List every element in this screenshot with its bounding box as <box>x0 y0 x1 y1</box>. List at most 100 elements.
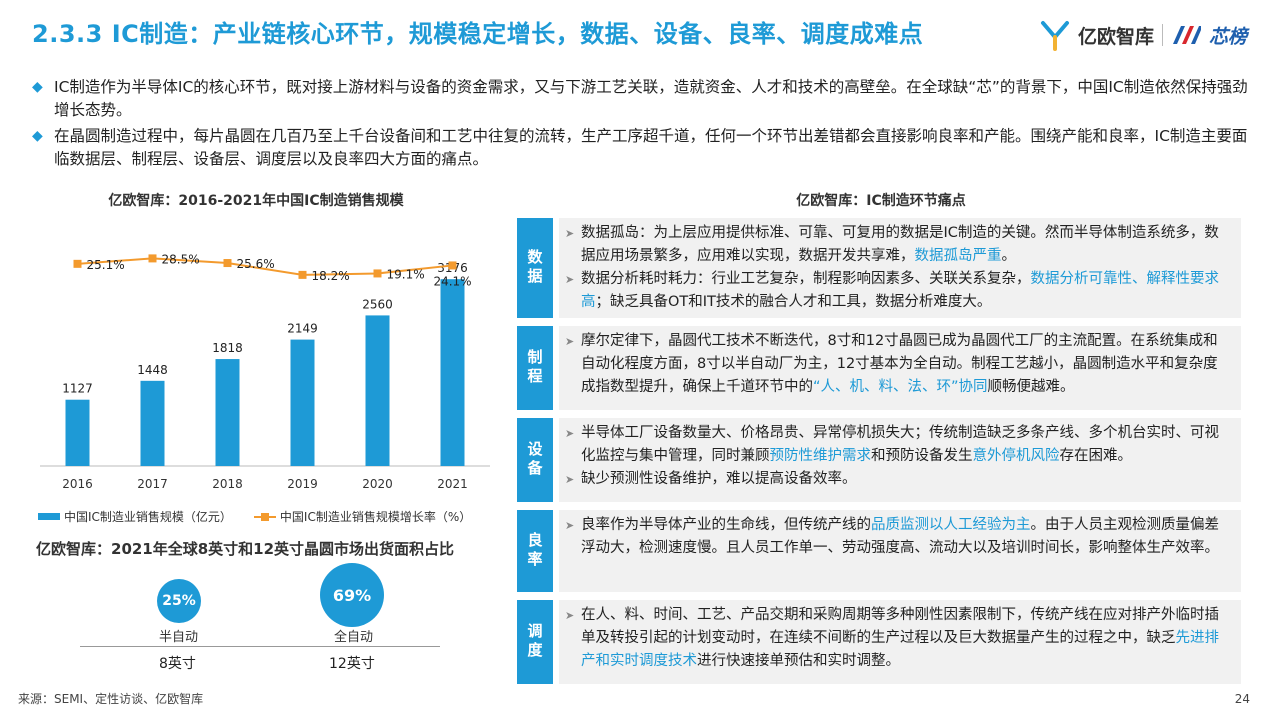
painpoint-body: ➤ 在人、料、时间、工艺、产品交期和采购周期等多种刚性因素限制下，传统产线在应对排… <box>559 600 1241 684</box>
highlight-text: 预防性维护需求 <box>769 448 872 464</box>
painpoint-row: 设备 ➤ 半导体工厂设备数量大、价格昂贵、异常停机损失大；传统制造缺乏多条产线、多个… <box>517 418 1241 502</box>
arrow-bullet-icon: ➤ <box>565 473 575 486</box>
bubble-sublabel: 全自动 <box>334 630 374 645</box>
painpoint-item: ➤ 数据分析耗时耗力：行业工艺复杂，制程影响因素多、关联关系复杂，数据分析可靠性、… <box>565 268 1231 314</box>
category-label: 2019 <box>287 477 318 491</box>
intro-bullets: ◆ IC制造作为半导体IC的核心环节，既对接上游材料与设备的资金需求，又与下游工… <box>32 76 1252 174</box>
highlight-text: 数据分析可靠性、解释性要求高 <box>581 271 1219 310</box>
bullet-text: 在晶圆制造过程中，每片晶圆在几百乃至上千台设备间和工艺中往复的流转，生产工序超千… <box>54 127 1248 168</box>
bar-2018 <box>215 359 240 466</box>
painpoint-text: 半导体工厂设备数量大、价格昂贵、异常停机损失大；传统制造缺乏多条产线、多个机台实… <box>581 422 1231 468</box>
plain-text: 进行快速接单预估和实时调整。 <box>697 653 900 669</box>
plain-text: ；缺乏具备OT和IT技术的融合人才和工具，数据分析难度大。 <box>595 294 992 310</box>
painpoint-item: ➤ 良率作为半导体产业的生命线，但传统产线的品质监测以人工经验为主。由于人员主观检… <box>565 514 1231 560</box>
category-label: 2021 <box>437 477 468 491</box>
painpoint-category-tag: 良率 <box>517 510 553 592</box>
chart2-title: 亿欧智库：2021年全球8英寸和12英寸晶圆市场出货面积占比 <box>36 540 455 558</box>
plain-text: 在人、料、时间、工艺、产品交期和采购周期等多种刚性因素限制下，传统产线在应对排产… <box>581 607 1219 646</box>
logo-text-xinbang: 芯榜 <box>1209 25 1248 48</box>
painpoint-item: ➤ 在人、料、时间、工艺、产品交期和采购周期等多种刚性因素限制下，传统产线在应对排… <box>565 604 1231 673</box>
plain-text: 存在困难。 <box>1059 448 1133 464</box>
growth-rate-label: 19.1% <box>387 267 425 281</box>
plain-text: 摩尔定律下，晶圆代工技术不断迭代，8寸和12寸晶圆已成为晶圆代工厂的主流配置。在… <box>581 333 1218 395</box>
legend-line-swatch <box>253 512 276 521</box>
highlight-text: 数据孤岛严重 <box>914 248 1002 264</box>
painpoint-item: ➤ 摩尔定律下，晶圆代工技术不断迭代，8寸和12寸晶圆已成为晶圆代工厂的主流配置。… <box>565 330 1231 399</box>
bubble-8inch: 25% <box>157 579 201 623</box>
arrow-bullet-icon: ➤ <box>565 519 575 532</box>
plain-text: 半导体工厂设备数量大、价格昂贵、异常停机损失大；传统制造缺乏多条产线、多个机台实… <box>581 425 1219 464</box>
yiou-logo-icon <box>1041 21 1069 51</box>
xinbang-logo-icon <box>1173 26 1202 44</box>
arrow-bullet-icon: ➤ <box>565 273 575 286</box>
plain-text: 缺少预测性设备维护，难以提高设备效率。 <box>581 471 857 487</box>
plain-text: 数据分析耗时耗力：行业工艺复杂，制程影响因素多、关联关系复杂， <box>581 271 1031 287</box>
plain-text: 良率作为半导体产业的生命线，但传统产线的 <box>581 517 871 533</box>
painpoint-row: 制程 ➤ 摩尔定律下，晶圆代工技术不断迭代，8寸和12寸晶圆已成为晶圆代工厂的主流配… <box>517 326 1241 410</box>
legend-label: 中国IC制造业销售规模增长率（%） <box>279 510 472 524</box>
growth-marker <box>73 259 82 268</box>
painpoint-category-tag: 数据 <box>517 218 553 318</box>
bullet-item: ◆ IC制造作为半导体IC的核心环节，既对接上游材料与设备的资金需求，又与下游工… <box>32 76 1252 122</box>
chart2-axis <box>80 646 440 647</box>
growth-rate-label: 25.6% <box>237 257 275 271</box>
legend-bar-swatch <box>38 513 60 520</box>
bubble-sublabel: 半自动 <box>159 630 199 645</box>
logo-text-yiou: 亿欧智库 <box>1078 25 1155 48</box>
chart1-legend: 中国IC制造业销售规模（亿元） 中国IC制造业销售规模增长率（%） <box>38 508 471 525</box>
plain-text: 和预防设备发生 <box>871 448 973 464</box>
painpoint-row: 数据 ➤ 数据孤岛：为上层应用提供标准、可靠、可复用的数据是IC制造的关键。然而半导… <box>517 218 1241 318</box>
bar-value-label: 2149 <box>287 322 318 336</box>
bubble-12inch: 69% <box>320 563 384 627</box>
painpoint-body: ➤ 半导体工厂设备数量大、价格昂贵、异常停机损失大；传统制造缺乏多条产线、多个机台… <box>559 418 1241 502</box>
arrow-bullet-icon: ➤ <box>565 227 575 240</box>
painpoint-item: ➤ 缺少预测性设备维护，难以提高设备效率。 <box>565 468 1231 491</box>
painpoint-row: 调度 ➤ 在人、料、时间、工艺、产品交期和采购周期等多种刚性因素限制下，传统产线在应… <box>517 600 1241 684</box>
painpoint-body: ➤ 摩尔定律下，晶圆代工技术不断迭代，8寸和12寸晶圆已成为晶圆代工厂的主流配置。… <box>559 326 1241 410</box>
sales-scale-chart: 1127 2016 1448 2017 1818 2018 2149 2019 2560 2020… <box>40 252 490 491</box>
painpoint-category-tag: 设备 <box>517 418 553 502</box>
painpoint-text: 在人、料、时间、工艺、产品交期和采购周期等多种刚性因素限制下，传统产线在应对排产… <box>581 604 1231 673</box>
bar-2020 <box>365 315 390 466</box>
legend-item-growth: 中国IC制造业销售规模增长率（%） <box>253 508 472 525</box>
bullet-text: IC制造作为半导体IC的核心环节，既对接上游材料与设备的资金需求，又与下游工艺关… <box>54 78 1248 119</box>
plain-text: 。由于人员主观检测质量偏差浮动大，检测速度慢。且人员工作单一、劳动强度高、流动大… <box>581 517 1219 556</box>
growth-rate-label: 24.1% <box>433 274 471 288</box>
arrow-bullet-icon: ➤ <box>565 335 575 348</box>
wafer-share-chart: 25% 69% 半自动 全自动 8英寸 12英寸 <box>80 560 500 680</box>
category-label: 2017 <box>137 477 168 491</box>
legend-label: 中国IC制造业销售规模（亿元） <box>64 510 232 524</box>
growth-marker <box>448 261 457 270</box>
bar-2017 <box>140 380 165 466</box>
growth-marker <box>223 259 232 268</box>
highlight-text: 意外停机风险 <box>972 448 1060 464</box>
painpoint-text: 缺少预测性设备维护，难以提高设备效率。 <box>581 468 857 491</box>
logo-divider <box>1162 24 1164 46</box>
arrow-bullet-icon: ➤ <box>565 427 575 440</box>
page-title: 2.3.3 IC制造：产业链核心环节，规模稳定增长，数据、设备、良率、调度成难点 <box>32 20 924 48</box>
growth-rate-line <box>77 257 453 276</box>
bar-value-label: 1127 <box>62 382 93 396</box>
bar-2021 <box>440 279 465 466</box>
brand-logos: 亿欧智库 芯榜 <box>1040 18 1247 52</box>
painpoint-category-tag: 制程 <box>517 326 553 410</box>
page-number: 24 <box>1234 692 1250 706</box>
painpoint-item: ➤ 半导体工厂设备数量大、价格昂贵、异常停机损失大；传统制造缺乏多条产线、多个机台… <box>565 422 1231 468</box>
category-label: 2018 <box>212 477 243 491</box>
painpoint-text: 数据分析耗时耗力：行业工艺复杂，制程影响因素多、关联关系复杂，数据分析可靠性、解… <box>581 268 1231 314</box>
legend-item-sales: 中国IC制造业销售规模（亿元） <box>38 508 232 525</box>
plain-text: 数据孤岛：为上层应用提供标准、可靠、可复用的数据是IC制造的关键。然而半导体制造… <box>581 225 1219 264</box>
growth-rate-label: 18.2% <box>312 269 350 283</box>
growth-marker <box>148 254 157 263</box>
category-label: 2016 <box>62 477 93 491</box>
category-label: 12英寸 <box>329 656 375 672</box>
source-note: 来源：SEMI、定性访谈、亿欧智库 <box>18 692 204 706</box>
growth-marker <box>298 270 307 279</box>
category-label: 8英寸 <box>159 656 196 672</box>
growth-rate-label: 28.5% <box>162 252 200 266</box>
plain-text: 。 <box>1001 248 1017 264</box>
painpoints-title: 亿欧智库：IC制造环节痛点 <box>796 193 966 209</box>
bullet-item: ◆ 在晶圆制造过程中，每片晶圆在几百乃至上千台设备间和工艺中往复的流转，生产工序… <box>32 125 1252 171</box>
highlight-text: “人、机、料、法、环”协同 <box>813 379 988 395</box>
chart1-title: 亿欧智库：2016-2021年中国IC制造销售规模 <box>108 193 404 209</box>
